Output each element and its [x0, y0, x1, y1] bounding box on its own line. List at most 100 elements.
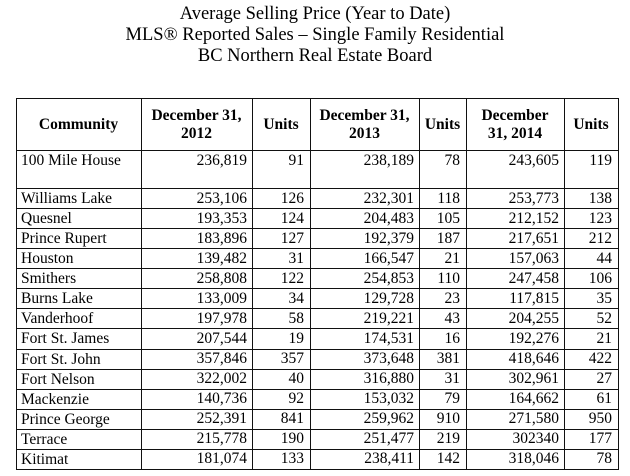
units-2012-cell: 19 — [252, 328, 311, 350]
community-cell: Williams Lake — [16, 187, 142, 210]
price-2012-cell: 207,544 — [141, 328, 253, 350]
price-2013-cell: 219,221 — [310, 308, 420, 330]
community-cell: Fort Nelson — [16, 368, 142, 390]
table-row: Terrace 215,778 190 251,477 219 302340 177 — [16, 428, 619, 450]
table-row: Fort Nelson 322,002 40 316,880 31 302,961 27 — [16, 368, 619, 390]
price-2013-cell: 129,728 — [310, 288, 420, 310]
units-2014-cell: 44 — [564, 248, 619, 270]
community-cell: Quesnel — [16, 208, 142, 230]
price-2014-cell: 247,458 — [466, 268, 565, 290]
header-row: Community December 31, 2012 Units December … — [16, 98, 619, 151]
community-cell: Terrace — [16, 428, 142, 450]
units-2013-cell: 23 — [419, 288, 467, 310]
price-2013-cell: 238,189 — [310, 150, 420, 189]
header-units-2014: Units — [564, 98, 619, 151]
units-2013-cell: 187 — [419, 228, 467, 250]
price-2013-cell: 373,648 — [310, 348, 420, 370]
price-2014-cell: 318,046 — [466, 448, 565, 471]
units-2012-cell: 133 — [252, 448, 311, 471]
units-2012-cell: 122 — [252, 268, 311, 290]
table-row: Kitimat 181,074 133 238,411 142 318,046 78 — [16, 448, 619, 471]
price-2013-cell: 174,531 — [310, 328, 420, 350]
units-2013-cell: 31 — [419, 368, 467, 390]
table-row: Williams Lake 253,106 126 232,301 118 253,773… — [16, 187, 619, 210]
units-2012-cell: 841 — [252, 408, 311, 430]
price-2012-cell: 357,846 — [141, 348, 253, 370]
units-2014-cell: 422 — [564, 348, 619, 370]
price-2012-cell: 252,391 — [141, 408, 253, 430]
price-2012-cell: 181,074 — [141, 448, 253, 471]
price-2013-cell: 254,853 — [310, 268, 420, 290]
price-2013-cell: 192,379 — [310, 228, 420, 250]
units-2013-cell: 105 — [419, 208, 467, 230]
units-2012-cell: 31 — [252, 248, 311, 270]
price-2014-cell: 204,255 — [466, 308, 565, 330]
units-2014-cell: 35 — [564, 288, 619, 310]
community-cell: Prince Rupert — [16, 228, 142, 250]
units-2012-cell: 357 — [252, 348, 311, 370]
units-2014-cell: 78 — [564, 448, 619, 471]
units-2012-cell: 34 — [252, 288, 311, 310]
community-cell: Mackenzie — [16, 388, 142, 410]
table-row: Fort St. James 207,544 19 174,531 16 192,276 2… — [16, 328, 619, 350]
units-2012-cell: 190 — [252, 428, 311, 450]
units-2014-cell: 27 — [564, 368, 619, 390]
community-cell: Fort St. John — [16, 348, 142, 370]
table-row: 100 Mile House 236,819 91 238,189 78 243,605 1… — [16, 150, 619, 189]
selling-price-table: Community December 31, 2012 Units December … — [16, 98, 619, 471]
table-row: Houston 139,482 31 166,547 21 157,063 44 — [16, 248, 619, 270]
units-2012-cell: 92 — [252, 388, 311, 410]
units-2014-cell: 52 — [564, 308, 619, 330]
units-2014-cell: 177 — [564, 428, 619, 450]
table-row: Mackenzie 140,736 92 153,032 79 164,662 61 — [16, 388, 619, 410]
table-row: Fort St. John 357,846 357 373,648 381 418,646… — [16, 348, 619, 370]
community-cell: 100 Mile House — [16, 150, 142, 189]
price-2014-cell: 217,651 — [466, 228, 565, 250]
price-2014-cell: 302340 — [466, 428, 565, 450]
price-2012-cell: 139,482 — [141, 248, 253, 270]
header-dec-2013: December 31, 2013 — [310, 98, 420, 151]
price-2014-cell: 157,063 — [466, 248, 565, 270]
price-2013-cell: 232,301 — [310, 187, 420, 210]
units-2014-cell: 61 — [564, 388, 619, 410]
units-2013-cell: 21 — [419, 248, 467, 270]
units-2014-cell: 138 — [564, 187, 619, 210]
header-units-2012: Units — [252, 98, 311, 151]
units-2013-cell: 118 — [419, 187, 467, 210]
units-2012-cell: 91 — [252, 150, 311, 189]
price-2013-cell: 166,547 — [310, 248, 420, 270]
units-2012-cell: 127 — [252, 228, 311, 250]
units-2013-cell: 381 — [419, 348, 467, 370]
table-row: Burns Lake 133,009 34 129,728 23 117,815 35 — [16, 288, 619, 310]
units-2013-cell: 43 — [419, 308, 467, 330]
table-row: Vanderhoof 197,978 58 219,221 43 204,255 52 — [16, 308, 619, 330]
units-2013-cell: 16 — [419, 328, 467, 350]
units-2013-cell: 79 — [419, 388, 467, 410]
price-2014-cell: 253,773 — [466, 187, 565, 210]
table-body: 100 Mile House 236,819 91 238,189 78 243,605 1… — [16, 150, 619, 471]
community-cell: Kitimat — [16, 448, 142, 471]
units-2012-cell: 40 — [252, 368, 311, 390]
price-2013-cell: 204,483 — [310, 208, 420, 230]
price-2014-cell: 117,815 — [466, 288, 565, 310]
price-2013-cell: 251,477 — [310, 428, 420, 450]
header-units-2013: Units — [419, 98, 467, 151]
report-title-block: Average Selling Price (Year to Date) MLS… — [0, 4, 630, 67]
price-2014-cell: 212,152 — [466, 208, 565, 230]
header-dec-2012: December 31, 2012 — [141, 98, 253, 151]
price-2012-cell: 197,978 — [141, 308, 253, 330]
community-cell: Smithers — [16, 268, 142, 290]
price-2014-cell: 418,646 — [466, 348, 565, 370]
units-2014-cell: 212 — [564, 228, 619, 250]
community-cell: Fort St. James — [16, 328, 142, 350]
community-cell: Vanderhoof — [16, 308, 142, 330]
title-line-1: Average Selling Price (Year to Date) — [179, 4, 451, 24]
price-2012-cell: 133,009 — [141, 288, 253, 310]
units-2014-cell: 123 — [564, 208, 619, 230]
price-2012-cell: 193,353 — [141, 208, 253, 230]
price-2012-cell: 140,736 — [141, 388, 253, 410]
price-2014-cell: 271,580 — [466, 408, 565, 430]
price-2013-cell: 238,411 — [310, 448, 420, 471]
table-row: Quesnel 193,353 124 204,483 105 212,152 123 — [16, 208, 619, 230]
table-row: Smithers 258,808 122 254,853 110 247,458 106 — [16, 268, 619, 290]
